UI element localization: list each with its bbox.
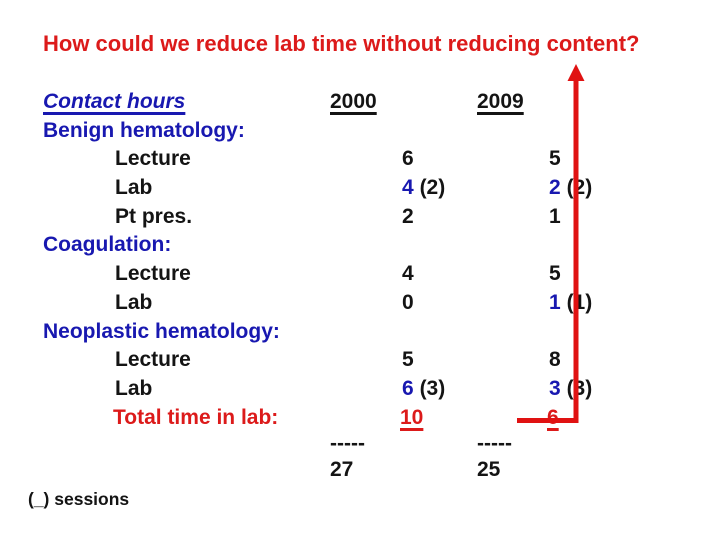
lab-hours-2000: 6 — [402, 376, 414, 400]
value-2009: 1 — [549, 204, 561, 228]
section-row-neoplastic-hematology: Neoplastic hematology: — [43, 318, 679, 347]
total-2009-cell: 6 — [547, 404, 677, 433]
value-2000: 5 — [402, 348, 414, 372]
value-2009: 8 — [549, 348, 561, 372]
sessions-paren-2009: (3) — [566, 376, 593, 400]
value-2009: 5 — [549, 262, 561, 286]
header-2009-cell: 2009 — [477, 88, 607, 117]
value-2009: 1 (1) — [549, 289, 679, 318]
row-label: Lecture — [115, 147, 191, 171]
sum-row: 27 25 — [43, 456, 679, 484]
item-row-lecture: Lecture 4 5 — [43, 260, 679, 289]
lab-hours-2009: 3 — [549, 376, 561, 400]
dashes-2009: ----- — [477, 432, 512, 456]
item-row-lecture: Lecture 6 5 — [43, 145, 679, 174]
section-row-benign-hematology: Benign hematology: — [43, 117, 679, 146]
sessions-paren-2009: (1) — [566, 290, 593, 314]
header-2000-cell: 2000 — [330, 88, 477, 117]
section-row-coagulation: Coagulation: — [43, 231, 679, 260]
row-label: Lecture — [115, 348, 191, 372]
dashes-2000: ----- — [330, 432, 365, 456]
section-label: Coagulation: — [43, 233, 172, 257]
value-2000: 4 (2) — [402, 174, 549, 203]
lab-hours-2009: 2 — [549, 176, 561, 200]
sessions-footnote: (_) sessions — [28, 489, 130, 509]
section-label: Benign hematology: — [43, 118, 245, 142]
lab-hours-2000: 4 — [402, 176, 414, 200]
total-label: Total time in lab: — [113, 405, 279, 429]
row-label: Lab — [115, 290, 153, 314]
value-2000: 0 — [402, 290, 414, 314]
total-value-2009: 6 — [547, 405, 559, 429]
section-label: Neoplastic hematology: — [43, 319, 280, 343]
table-header-row: Contact hours 2000 2009 — [43, 88, 679, 117]
contact-hours-table: Contact hours 2000 2009 Benign hematolog… — [43, 88, 679, 484]
total-row: Total time in lab: 10 6 — [43, 404, 679, 433]
slide-title: How could we reduce lab time without red… — [43, 31, 640, 56]
value-2000: 4 — [402, 262, 414, 286]
value-2000: 6 — [402, 147, 414, 171]
total-2000-cell: 10 — [400, 404, 547, 433]
row-label: Lab — [115, 176, 153, 200]
sessions-paren-2000: (2) — [419, 176, 446, 200]
item-row-pt-pres: Pt pres. 2 1 — [43, 203, 679, 232]
lab-hours-2009: 1 — [549, 290, 561, 314]
column-header-2009: 2009 — [477, 90, 524, 113]
value-2009: 3 (3) — [549, 375, 679, 404]
arrow-head-icon — [567, 64, 585, 81]
value-2000: 6 (3) — [402, 375, 549, 404]
row-label: Lecture — [115, 262, 191, 286]
item-row-lab: Lab 0 1 (1) — [43, 289, 679, 318]
contact-hours-heading: Contact hours — [43, 90, 186, 113]
row-label: Lab — [115, 376, 153, 400]
value-2009: 5 — [549, 147, 561, 171]
column-header-2000: 2000 — [330, 90, 377, 113]
value-2009: 2 (2) — [549, 174, 679, 203]
item-row-lab: Lab 6 (3) 3 (3) — [43, 375, 679, 404]
sessions-paren-2009: (2) — [566, 176, 593, 200]
sessions-paren-2000: (3) — [419, 376, 446, 400]
row-label: Pt pres. — [115, 204, 193, 228]
item-row-lecture: Lecture 5 8 — [43, 346, 679, 375]
sum-2000: 27 — [330, 458, 354, 482]
divider-row: ----- ----- — [43, 432, 679, 456]
value-2000: 2 — [402, 204, 414, 228]
sum-2009: 25 — [477, 458, 501, 482]
total-value-2000: 10 — [400, 405, 424, 429]
item-row-lab: Lab 4 (2) 2 (2) — [43, 174, 679, 203]
header-label-cell: Contact hours — [43, 88, 330, 117]
